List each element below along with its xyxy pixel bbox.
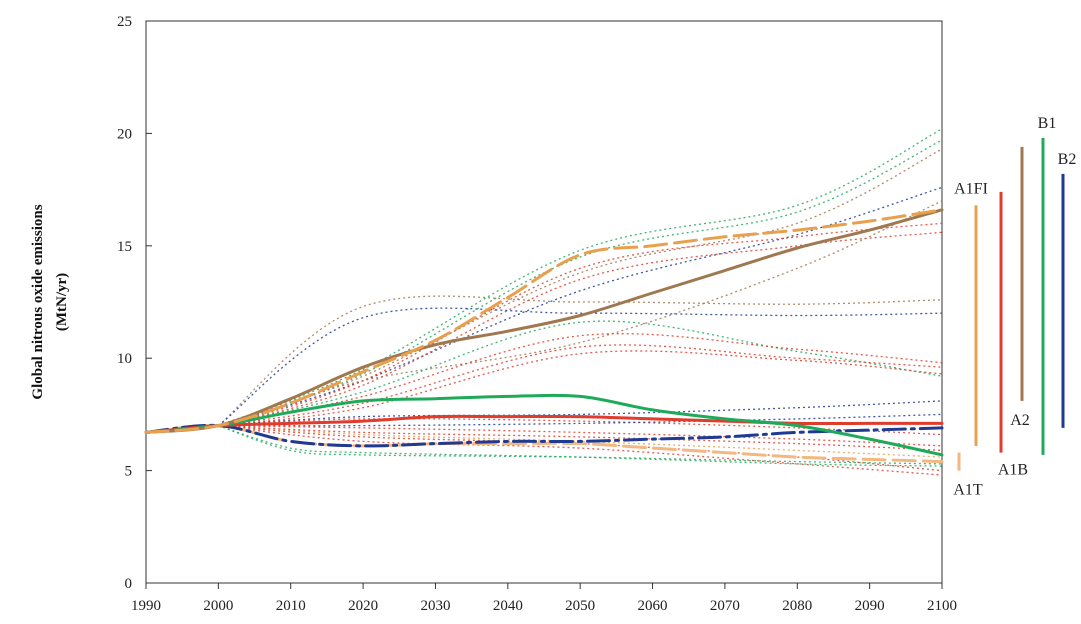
other-scenario-line-20 <box>218 424 943 467</box>
y-tick-label-0: 0 <box>125 576 133 592</box>
x-tick-label-2090: 2090 <box>855 598 885 614</box>
other-scenario-line-9 <box>218 320 943 427</box>
y-axis-title-line2: (MtN/yr) <box>54 273 70 331</box>
other-scenario-line-16 <box>218 424 943 447</box>
x-tick-label-2100: 2100 <box>927 598 957 614</box>
other-scenario-line-13 <box>218 400 943 427</box>
x-tick-label-2080: 2080 <box>782 598 812 614</box>
series-line-a1fi <box>144 208 944 434</box>
other-scenario-line-3 <box>218 186 943 427</box>
scenario-range-bars: A1FI A1B A1T A2 B1 B2 <box>953 115 1076 499</box>
x-tick-label-2010: 2010 <box>276 598 306 614</box>
other-scenario-line-18 <box>218 424 943 472</box>
series-line-a1b <box>144 414 944 434</box>
other-scenario-line-21 <box>218 424 943 476</box>
x-tick-label-2000: 2000 <box>203 598 233 614</box>
other-scenario-line-5 <box>218 231 943 427</box>
x-tick-label-2020: 2020 <box>348 598 378 614</box>
range-label-b1: B1 <box>1038 115 1057 132</box>
x-tick-label-1990: 1990 <box>131 598 161 614</box>
y-tick-label-5: 5 <box>125 464 133 480</box>
other-scenario-line-19 <box>218 424 943 465</box>
x-tick-label-2050: 2050 <box>565 598 595 614</box>
range-label-a1b: A1B <box>998 462 1028 479</box>
series-line-b2 <box>144 423 944 448</box>
series-line-a2 <box>144 208 944 434</box>
plot-frame <box>145 20 943 584</box>
y-tick-label-25: 25 <box>117 14 132 30</box>
y-tick-label-20: 20 <box>117 126 132 142</box>
y-axis-title-line1: Global nitrous oxide emissions <box>30 204 46 399</box>
other-scenario-line-0 <box>218 128 943 427</box>
other-scenario-line-14 <box>218 418 943 436</box>
other-scenario-line-2 <box>218 148 943 427</box>
series-line-b1 <box>144 393 944 457</box>
marker-scenario-lines <box>144 208 944 464</box>
x-tick-label-2060: 2060 <box>638 598 668 614</box>
other-scenario-line-1 <box>218 139 943 427</box>
other-scenario-line-4 <box>218 222 943 427</box>
other-scenario-line-17 <box>218 424 943 458</box>
other-scenario-line-8 <box>218 200 943 427</box>
other-scenario-line-7 <box>218 307 943 427</box>
range-label-b2: B2 <box>1058 151 1077 168</box>
other-scenario-line-10 <box>218 344 943 427</box>
other-scenario-line-12 <box>218 350 943 427</box>
x-tick-label-2040: 2040 <box>493 598 523 614</box>
y-tick-label-15: 15 <box>117 239 132 255</box>
x-tick-label-2070: 2070 <box>710 598 740 614</box>
y-tick-label-10: 10 <box>117 351 132 367</box>
x-axis: 1990 2000 2010 2020 2030 2040 2050 2060 2070 2080… <box>131 583 957 614</box>
range-label-a1fi: A1FI <box>954 180 988 197</box>
y-axis: 0 5 10 15 20 25 <box>117 14 152 592</box>
other-scenario-line-15 <box>218 413 943 427</box>
range-label-a1t: A1T <box>953 482 983 499</box>
x-tick-label-2030: 2030 <box>420 598 450 614</box>
range-label-a2: A2 <box>1010 412 1030 429</box>
